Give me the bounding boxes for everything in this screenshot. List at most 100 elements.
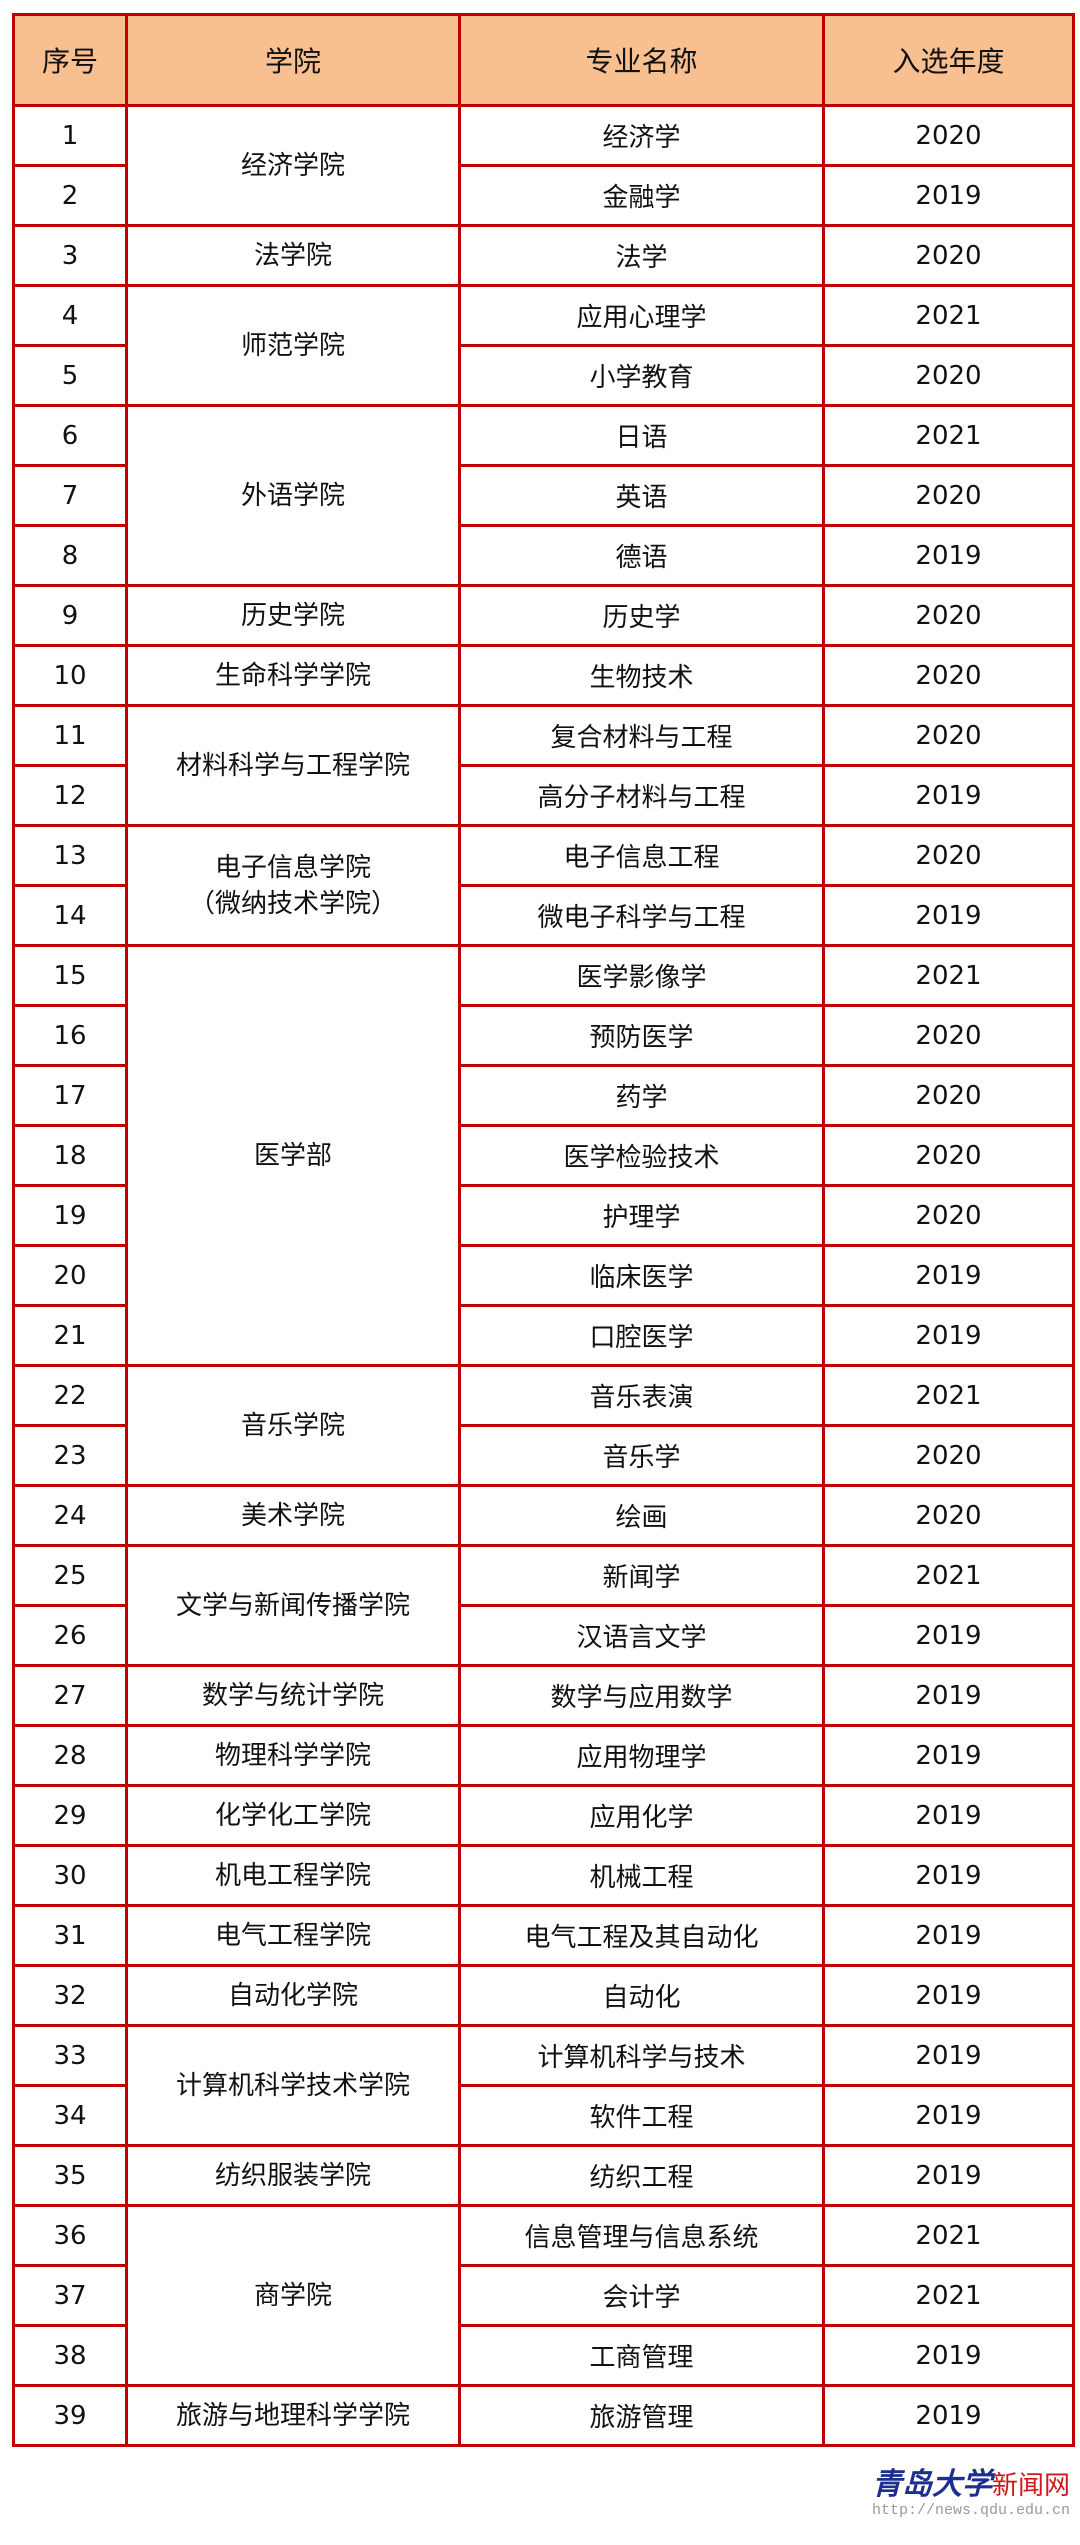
college-cell: 经济学院 <box>125 104 461 227</box>
seq-cell: 20 <box>12 1244 128 1307</box>
major-cell: 计算机科学与技术 <box>458 2024 825 2087</box>
major-cell: 旅游管理 <box>458 2384 825 2447</box>
table-row: 7 英语 2020 <box>12 464 1075 527</box>
year-cell: 2019 <box>822 1244 1075 1307</box>
college-name: 法学院 <box>253 240 332 271</box>
year-cell: 2019 <box>822 1904 1075 1967</box>
seq-cell: 1 <box>12 104 128 167</box>
college-cell: 外语学院 <box>125 404 461 587</box>
table-row: 1 经济学院 经济学 2020 <box>12 104 1075 227</box>
seq-cell: 39 <box>12 2384 128 2447</box>
year-cell: 2020 <box>822 1424 1075 1487</box>
seq-cell: 27 <box>12 1664 128 1727</box>
year-cell: 2019 <box>822 1664 1075 1727</box>
table-row: 20 临床医学 2019 <box>12 1244 1075 1307</box>
major-cell: 工商管理 <box>458 2324 825 2387</box>
year-cell: 2019 <box>822 2144 1075 2207</box>
seq-cell: 15 <box>12 944 128 1007</box>
seq-cell: 34 <box>12 2084 128 2147</box>
table-row: 16 预防医学 2020 <box>12 1004 1075 1067</box>
college-name: 历史学院 <box>240 600 345 631</box>
header-major: 专业名称 <box>458 13 825 107</box>
year-cell: 2021 <box>822 1544 1075 1607</box>
seq-cell: 13 <box>12 824 128 887</box>
year-cell: 2020 <box>822 1124 1075 1187</box>
seq-cell: 23 <box>12 1424 128 1487</box>
college-cell: 商学院 <box>125 2204 461 2387</box>
college-name: 生命科学学院 <box>214 660 371 691</box>
year-cell: 2019 <box>822 1304 1075 1367</box>
college-cell: 医学部 <box>125 944 461 1367</box>
table-row: 21 口腔医学 2019 <box>12 1304 1075 1367</box>
major-cell: 应用心理学 <box>458 284 825 347</box>
table-row: 36 商学院 信息管理与信息系统 2021 <box>12 2204 1075 2387</box>
major-cell: 法学 <box>458 224 825 287</box>
major-cell: 复合材料与工程 <box>458 704 825 767</box>
major-cell: 电气工程及其自动化 <box>458 1904 825 1967</box>
major-cell: 经济学 <box>458 104 825 167</box>
seq-cell: 5 <box>12 344 128 407</box>
seq-cell: 32 <box>12 1964 128 2027</box>
major-cell: 口腔医学 <box>458 1304 825 1367</box>
seq-cell: 7 <box>12 464 128 527</box>
seq-cell: 12 <box>12 764 128 827</box>
college-cell: 化学化工学院 <box>125 1784 461 1847</box>
year-cell: 2019 <box>822 1964 1075 2027</box>
table-row: 2 金融学 2019 <box>12 164 1075 227</box>
college-cell: 材料科学与工程学院 <box>125 704 461 827</box>
seq-cell: 30 <box>12 1844 128 1907</box>
year-cell: 2020 <box>822 584 1075 647</box>
table-row: 39 旅游与地理科学学院 旅游管理 2019 <box>12 2384 1075 2447</box>
table-row: 12 高分子材料与工程 2019 <box>12 764 1075 827</box>
college-name: 电气工程学院 <box>214 1920 371 1951</box>
table-row: 31 电气工程学院 电气工程及其自动化 2019 <box>12 1904 1075 1967</box>
seq-cell: 14 <box>12 884 128 947</box>
seq-cell: 38 <box>12 2324 128 2387</box>
major-cell: 高分子材料与工程 <box>458 764 825 827</box>
major-cell: 软件工程 <box>458 2084 825 2147</box>
year-cell: 2021 <box>822 1364 1075 1427</box>
college-name: 经济学院 <box>240 150 345 181</box>
major-cell: 数学与应用数学 <box>458 1664 825 1727</box>
year-cell: 2019 <box>822 884 1075 947</box>
college-cell: 美术学院 <box>125 1484 461 1547</box>
year-cell: 2019 <box>822 2084 1075 2147</box>
college-name: 自动化学院 <box>227 1980 358 2011</box>
college-cell: 物理科学学院 <box>125 1724 461 1787</box>
major-cell: 生物技术 <box>458 644 825 707</box>
year-cell: 2020 <box>822 104 1075 167</box>
year-cell: 2020 <box>822 1004 1075 1067</box>
college-name: 文学与新闻传播学院 <box>175 1590 410 1621</box>
college-cell: 文学与新闻传播学院 <box>125 1544 461 1667</box>
table-row: 11 材料科学与工程学院 复合材料与工程 2020 <box>12 704 1075 827</box>
major-cell: 音乐学 <box>458 1424 825 1487</box>
college-alt-name: （微纳技术学院） <box>188 888 397 919</box>
college-name: 数学与统计学院 <box>201 1680 384 1711</box>
seq-cell: 2 <box>12 164 128 227</box>
table-row: 33 计算机科学技术学院 计算机科学与技术 2019 <box>12 2024 1075 2147</box>
year-cell: 2019 <box>822 164 1075 227</box>
college-name: 旅游与地理科学学院 <box>175 2400 410 2431</box>
college-name: 计算机科学技术学院 <box>175 2070 410 2101</box>
table-row: 35 纺织服装学院 纺织工程 2019 <box>12 2144 1075 2207</box>
college-cell: 师范学院 <box>125 284 461 407</box>
table-row: 32 自动化学院 自动化 2019 <box>12 1964 1075 2027</box>
major-cell: 机械工程 <box>458 1844 825 1907</box>
majors-table: 序号 学院 专业名称 入选年度 1 经济学院 经济学 2020 2 金融学 2019 3 法学院… <box>12 13 1075 2447</box>
college-cell: 自动化学院 <box>125 1964 461 2027</box>
year-cell: 2019 <box>822 2024 1075 2087</box>
seq-cell: 26 <box>12 1604 128 1667</box>
college-name: 商学院 <box>253 2280 332 2311</box>
college-cell: 计算机科学技术学院 <box>125 2024 461 2147</box>
seq-cell: 6 <box>12 404 128 467</box>
year-cell: 2020 <box>822 1064 1075 1127</box>
major-cell: 小学教育 <box>458 344 825 407</box>
major-cell: 自动化 <box>458 1964 825 2027</box>
table-row: 26 汉语言文学 2019 <box>12 1604 1075 1667</box>
seq-cell: 22 <box>12 1364 128 1427</box>
college-name: 机电工程学院 <box>214 1860 371 1891</box>
seq-cell: 31 <box>12 1904 128 1967</box>
seq-cell: 11 <box>12 704 128 767</box>
table-row: 19 护理学 2020 <box>12 1184 1075 1247</box>
table-row: 37 会计学 2021 <box>12 2264 1075 2327</box>
